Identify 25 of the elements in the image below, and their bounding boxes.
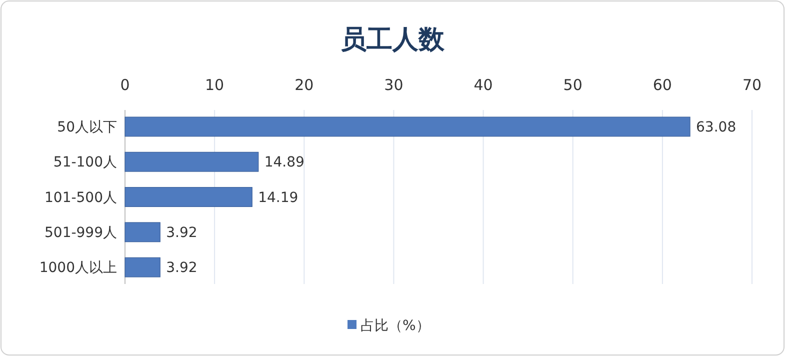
data-label: 3.92: [166, 225, 198, 242]
x-tick-label: 10: [205, 76, 224, 94]
chart-title: 员工人数: [340, 25, 446, 55]
y-tick-label: 50人以下: [57, 120, 117, 136]
data-label: 63.08: [696, 120, 736, 136]
y-tick-label: 1000人以上: [39, 260, 117, 276]
bar: [124, 257, 160, 278]
y-tick-label: 51-100人: [53, 154, 117, 171]
x-tick-label: 50: [563, 76, 582, 94]
x-tick-label: 20: [294, 76, 314, 94]
bar: [124, 222, 160, 242]
bar: [124, 187, 252, 207]
data-label: 14.89: [264, 154, 304, 171]
x-tick-label: 40: [474, 76, 493, 94]
x-tick-label: 0: [120, 76, 130, 94]
x-tick-label: 30: [384, 76, 404, 94]
y-tick-label: 501-999人: [44, 225, 117, 242]
x-tick-label: 60: [652, 76, 672, 94]
data-label: 3.92: [166, 260, 198, 276]
data-label: 14.19: [258, 190, 298, 206]
bar: [124, 116, 690, 137]
x-tick-label: 70: [742, 76, 762, 94]
bar: [124, 152, 259, 172]
legend-label: 占比（%）: [360, 318, 430, 334]
y-tick-label: 101-500人: [44, 190, 117, 206]
